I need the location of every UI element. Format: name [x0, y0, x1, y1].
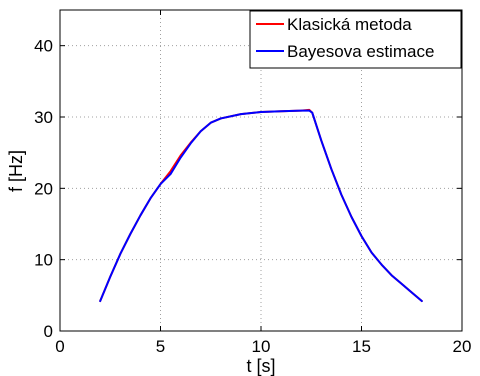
x-tick-label: 5: [156, 337, 165, 356]
series-layer: [99, 108, 423, 303]
legend-box: [249, 10, 462, 69]
y-tick-label: 40: [34, 37, 53, 56]
x-axis-label: t [s]: [246, 356, 275, 376]
x-tick-label: 20: [453, 337, 472, 356]
tick-labels: 0 5 10 15 20 0 10 20 30 40: [34, 37, 471, 356]
y-tick-label: 30: [34, 108, 53, 127]
y-tick-label: 20: [34, 179, 53, 198]
plot-frame: [59, 9, 463, 332]
legend: Klasická metoda Bayesova estimace: [249, 10, 462, 69]
x-tick-label: 0: [55, 337, 64, 356]
series-line-bayesova: [99, 109, 423, 303]
y-tick-label: 10: [34, 251, 53, 270]
legend-label-klasicka: Klasická metoda: [287, 15, 412, 34]
y-axis-label: f [Hz]: [6, 150, 26, 192]
x-tick-label: 10: [252, 337, 271, 356]
y-tick-label: 0: [44, 322, 53, 341]
legend-label-bayesova: Bayesova estimace: [287, 42, 434, 61]
x-tick-label: 15: [352, 337, 371, 356]
